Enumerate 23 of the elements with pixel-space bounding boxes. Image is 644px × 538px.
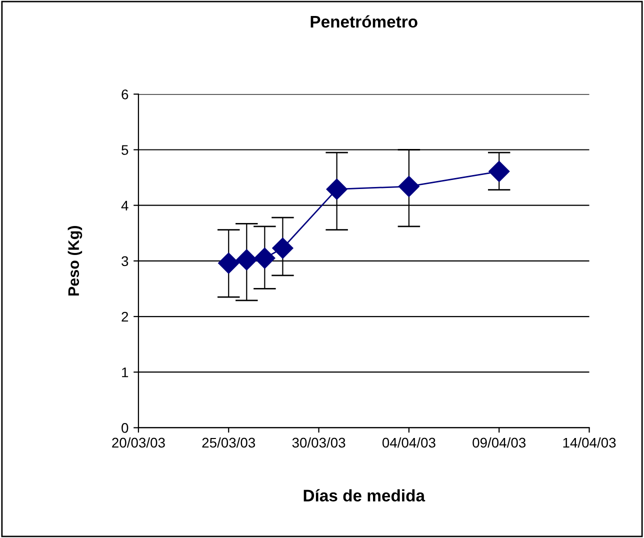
- chart-title: Penetrómetro: [310, 15, 418, 28]
- point: [218, 252, 240, 274]
- y-tick-label: 1: [122, 368, 128, 378]
- y-tick-label: 5: [122, 145, 128, 155]
- x-tick-label: 09/04/03: [472, 437, 526, 448]
- point: [236, 249, 258, 270]
- point: [326, 178, 348, 200]
- y-tick-label: 6: [122, 89, 128, 100]
- x-tick-label: 30/03/03: [292, 437, 346, 448]
- x-axis-title: Días de medida: [304, 489, 426, 502]
- point: [488, 160, 510, 182]
- x-tick-label: 04/04/03: [382, 437, 436, 448]
- point: [254, 248, 276, 269]
- x-tick-label: 25/03/03: [202, 437, 256, 448]
- point: [398, 176, 420, 197]
- x-tick-label: 20/03/03: [112, 437, 165, 448]
- x-tick-label: 14/04/03: [563, 437, 616, 448]
- y-tick-label: 4: [121, 200, 128, 210]
- y-tick-label: 2: [122, 312, 128, 322]
- y-tick-label: 0: [122, 423, 128, 433]
- y-tick-label: 3: [122, 256, 128, 266]
- point: [272, 238, 294, 259]
- y-axis-title: Peso (Kg): [68, 226, 82, 296]
